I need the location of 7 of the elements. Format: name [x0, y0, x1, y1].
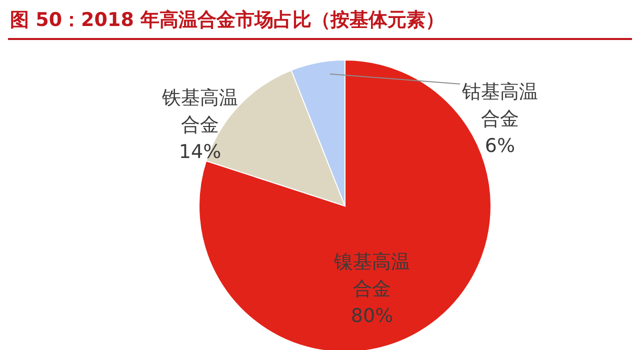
data-label: 6%: [484, 135, 516, 157]
slice-label: 钴基高温合金: [461, 81, 538, 130]
data-label: 14%: [178, 141, 222, 163]
chart-title: 图 50：2018 年高温合金市场占比（按基体元素）: [10, 9, 445, 31]
slice-label: 铁基高温合金: [161, 87, 238, 136]
data-label: 80%: [350, 305, 394, 327]
slice-label: 镍基高温合金: [333, 251, 410, 300]
